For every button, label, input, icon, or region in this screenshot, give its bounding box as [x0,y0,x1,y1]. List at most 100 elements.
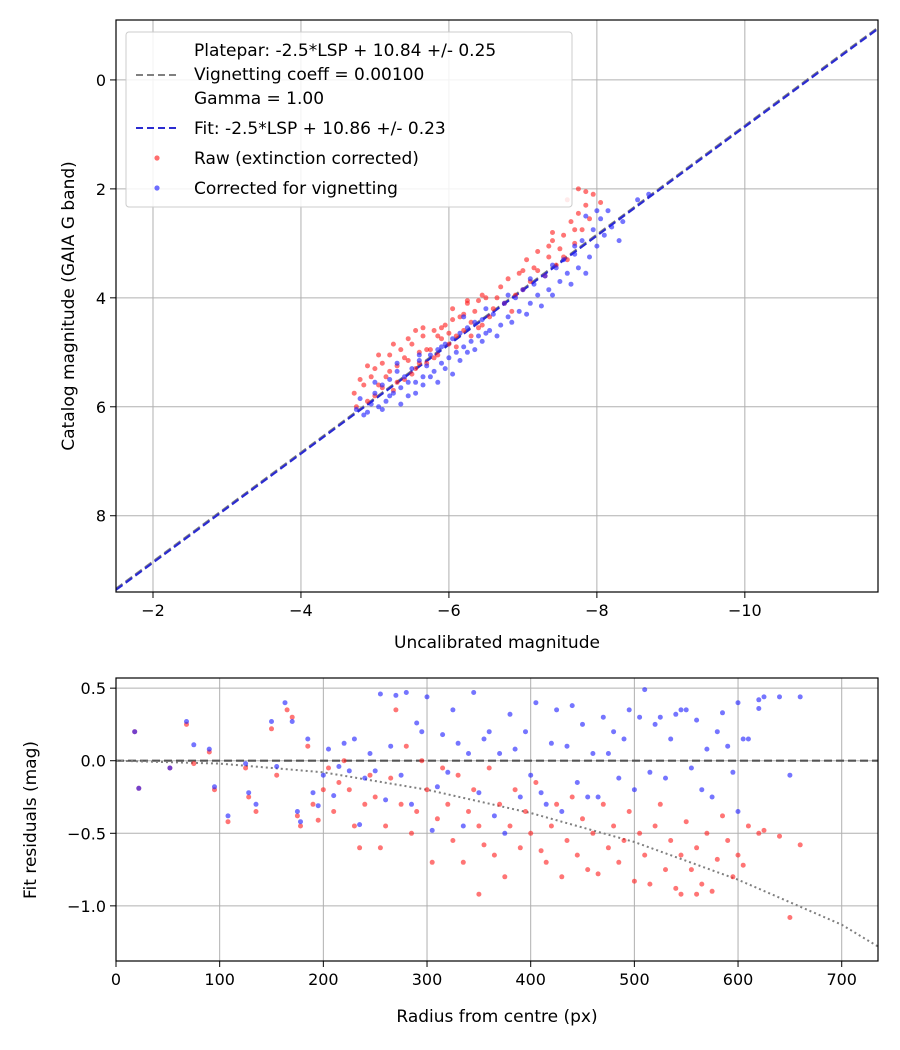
legend-platepar-line-2: Vignetting coeff = 0.00100 [194,65,424,85]
bot-raw-point [538,848,544,854]
bot-raw-point [450,838,456,843]
top-corrected-point [494,333,500,339]
legend-platepar-line-3: Gamma = 1.00 [194,89,324,109]
top-raw-point [420,333,426,339]
bot-corrected-point [346,768,352,774]
top-corrected-point [598,216,604,222]
top-corrected-point [379,407,385,412]
bot-raw-point [595,871,601,877]
top-corrected-point [483,330,489,336]
bot-raw-point [694,891,700,897]
bot-x-tick-label: 400 [515,970,546,989]
bot-corrected-point [714,729,720,735]
bot-x-tick-label: 600 [723,970,754,989]
bot-raw-point [445,801,451,807]
top-corrected-point [479,338,485,344]
bot-corrected-point [704,746,710,752]
top-corrected-point [405,379,411,385]
top-raw-point [439,325,444,331]
top-raw-point [579,227,585,233]
bot-raw-point [502,874,508,880]
top-corrected-point [457,358,463,363]
bot-corrected-point [497,751,503,756]
top-y-axis-label: Catalog magnitude (GAIA G band) [59,161,79,451]
bot-raw-point [574,852,580,858]
bottom-reference-lines [116,759,878,948]
bot-raw-point [336,780,342,785]
bot-corrected-point [668,736,674,742]
top-corrected-point [439,360,444,366]
bot-raw-point [777,833,782,839]
bot-corrected-point [320,772,326,778]
top-corrected-point [575,265,581,271]
top-corrected-point [516,308,522,314]
bot-raw-point [341,758,347,764]
bot-corrected-point [787,772,793,778]
bot-corrected-point [699,787,705,793]
top-raw-point [590,191,596,197]
bot-raw-point [243,765,249,771]
bot-raw-point [745,823,751,829]
bot-raw-point [274,772,280,778]
bot-corrected-point [481,736,487,742]
bot-raw-point [637,830,643,836]
bot-raw-point [310,801,316,807]
top-raw-point [387,368,393,374]
bot-raw-point [253,809,259,814]
top-raw-point [427,347,433,353]
top-corrected-point [468,338,474,344]
bot-corrected-point [460,823,466,829]
bot-corrected-point [377,691,383,697]
bot-corrected-point [548,740,554,746]
bot-corrected-point [616,775,622,781]
bot-corrected-point [569,703,575,709]
bot-corrected-point [740,736,746,742]
bot-corrected-point [735,700,741,706]
top-corrected-point [550,262,555,268]
top-raw-point [446,330,452,336]
bot-corrected-point [491,813,497,819]
bot-raw-point [512,787,518,793]
legend-raw-marker [154,155,160,161]
top-corrected-point [557,279,563,284]
bot-corrected-point [336,764,342,769]
bot-corrected-point [517,794,523,800]
top-corrected-point [472,319,478,325]
top-corrected-point [464,349,470,355]
bot-raw-point [367,772,373,778]
bot-raw-point [528,830,534,836]
bot-corrected-point [725,743,731,749]
bot-corrected-point [761,694,767,700]
bot-raw-point [507,823,513,829]
bot-raw-point [797,842,803,848]
top-raw-point [365,398,370,404]
top-corrected-point [583,270,589,276]
bot-corrected-point [600,714,606,720]
top-raw-point [598,200,604,205]
bottom-x-axis-label: Radius from centre (px) [396,1007,597,1027]
bot-raw-point [284,707,290,713]
bot-corrected-point [730,769,736,775]
top-corrected-point [420,382,426,388]
top-corrected-point [594,208,600,214]
bot-corrected-point [533,700,539,706]
top-x-tick-label: −8 [585,601,609,620]
top-raw-point [357,377,363,382]
bot-y-tick-label: 0.0 [81,752,106,771]
bot-corrected-point [554,707,560,713]
legend-corrected-marker [154,185,160,191]
top-corrected-point [439,344,444,350]
top-raw-point [405,358,411,363]
bot-corrected-point [585,794,591,800]
bot-raw-point [429,859,435,865]
top-raw-point [365,363,370,369]
top-raw-point [568,219,574,225]
bot-corrected-point [735,809,741,814]
bot-corrected-point [507,711,513,717]
top-corrected-point [594,243,600,249]
bot-corrected-point [455,740,461,746]
top-corrected-point [383,398,389,404]
bot-corrected-point [289,719,295,724]
top-corrected-point [524,311,530,317]
bot-corrected-point [326,746,331,752]
